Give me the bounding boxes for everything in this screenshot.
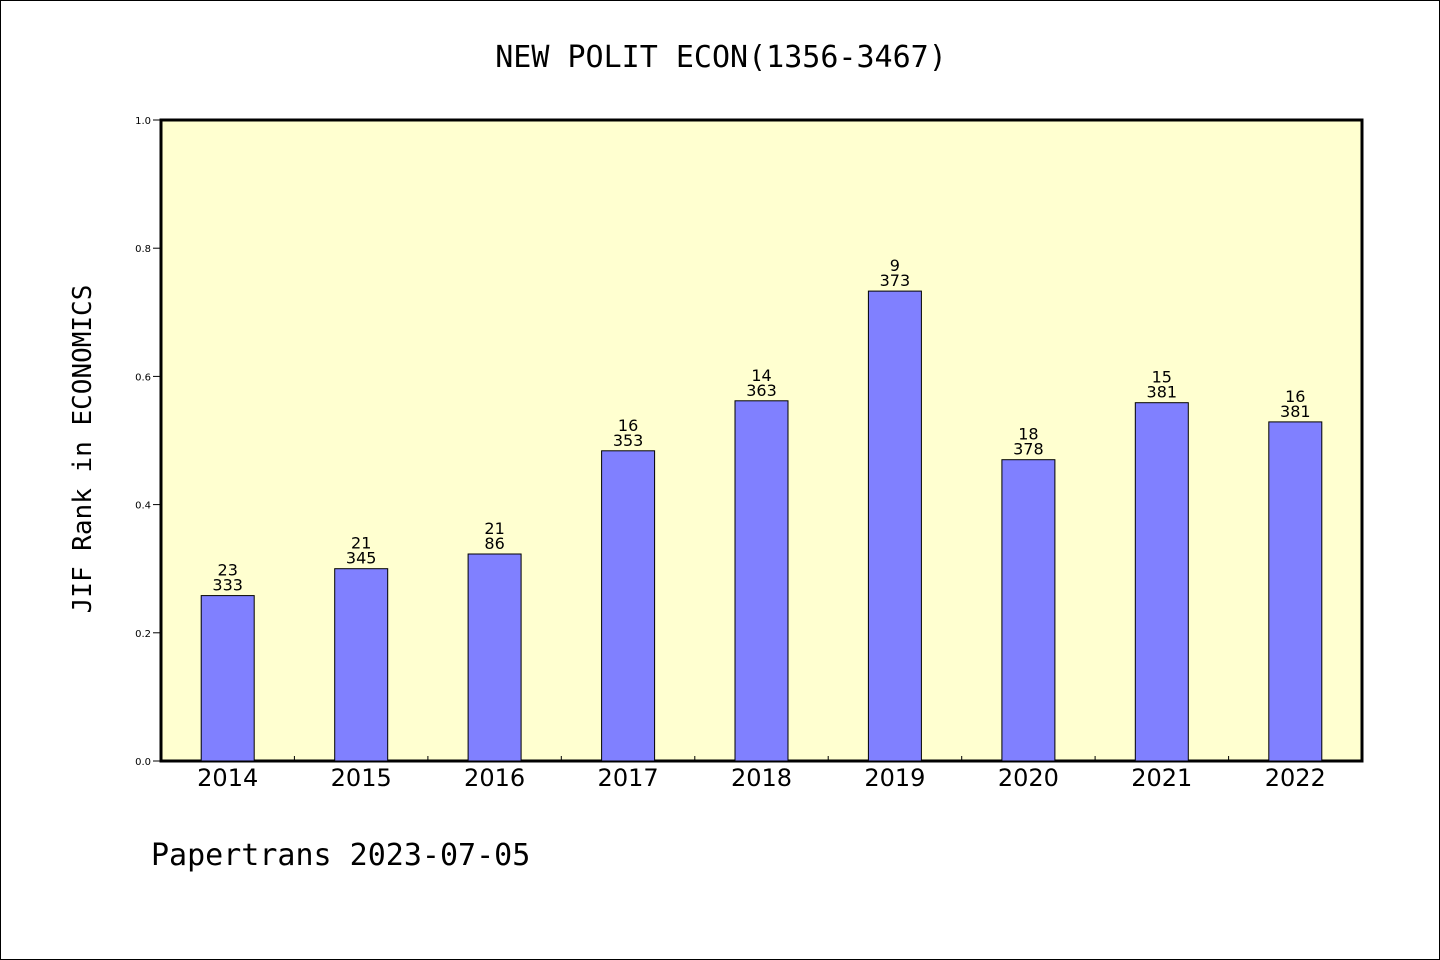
x-tick-label-2021: 2021 [1131,764,1192,792]
y-tick-label-0.6: 0.6 [135,372,151,383]
bar-2014 [200,595,255,762]
rank-label-2016: 21 [484,519,504,538]
rank-label-2019: 9 [890,256,900,275]
bars-group [200,290,1323,762]
rank-label-2022: 16 [1285,387,1305,406]
x-axis: 2014 2015 2016 2017 2018 2019 2020 2021 2022 [197,756,1326,792]
rank-label-2021: 15 [1152,368,1172,387]
total-label-2016: 86 [484,534,504,553]
bar-2017 [601,450,656,762]
bar-2018 [734,400,789,762]
bar-2022 [1268,421,1323,762]
rank-label-2018: 14 [751,366,771,385]
chart-title: NEW POLIT ECON(1356-3467) [495,40,947,75]
total-label-2022: 381 [1280,402,1311,421]
y-tick-label-0.4: 0.4 [135,501,151,512]
y-tick-label-0.2: 0.2 [135,629,151,640]
total-label-2019: 373 [880,271,911,290]
rank-label-2015: 21 [351,534,371,553]
x-tick-label-2022: 2022 [1265,764,1326,792]
x-tick-label-2016: 2016 [464,764,525,792]
y-axis: 0.0 0.2 0.4 0.6 0.8 1.0 [135,116,161,768]
total-label-2017: 353 [613,431,644,450]
total-label-2014: 333 [212,576,243,595]
rank-label-2017: 16 [618,416,638,435]
bar-2016 [467,553,522,762]
x-tick-label-2017: 2017 [598,764,659,792]
bar-2021 [1134,402,1189,762]
y-tick-label-0.0: 0.0 [135,757,151,768]
y-tick-label-1.0: 1.0 [135,116,151,127]
bar-2019 [867,290,922,762]
total-label-2021: 381 [1147,383,1178,402]
y-tick-label-0.8: 0.8 [135,244,151,255]
bar-2015 [334,568,389,762]
total-label-2018: 363 [746,381,777,400]
rank-label-2020: 18 [1018,425,1038,444]
footer-credit: Papertrans 2023-07-05 [151,838,530,873]
x-tick-label-2020: 2020 [998,764,1059,792]
bar-2020 [1001,459,1056,762]
total-label-2015: 345 [346,549,377,568]
y-axis-label: JIF Rank in ECONOMICS [68,285,98,614]
x-tick-label-2019: 2019 [864,764,925,792]
x-tick-label-2018: 2018 [731,764,792,792]
rank-label-2014: 23 [218,561,238,580]
total-label-2020: 378 [1013,440,1044,459]
x-tick-label-2014: 2014 [197,764,258,792]
x-tick-label-2015: 2015 [331,764,392,792]
